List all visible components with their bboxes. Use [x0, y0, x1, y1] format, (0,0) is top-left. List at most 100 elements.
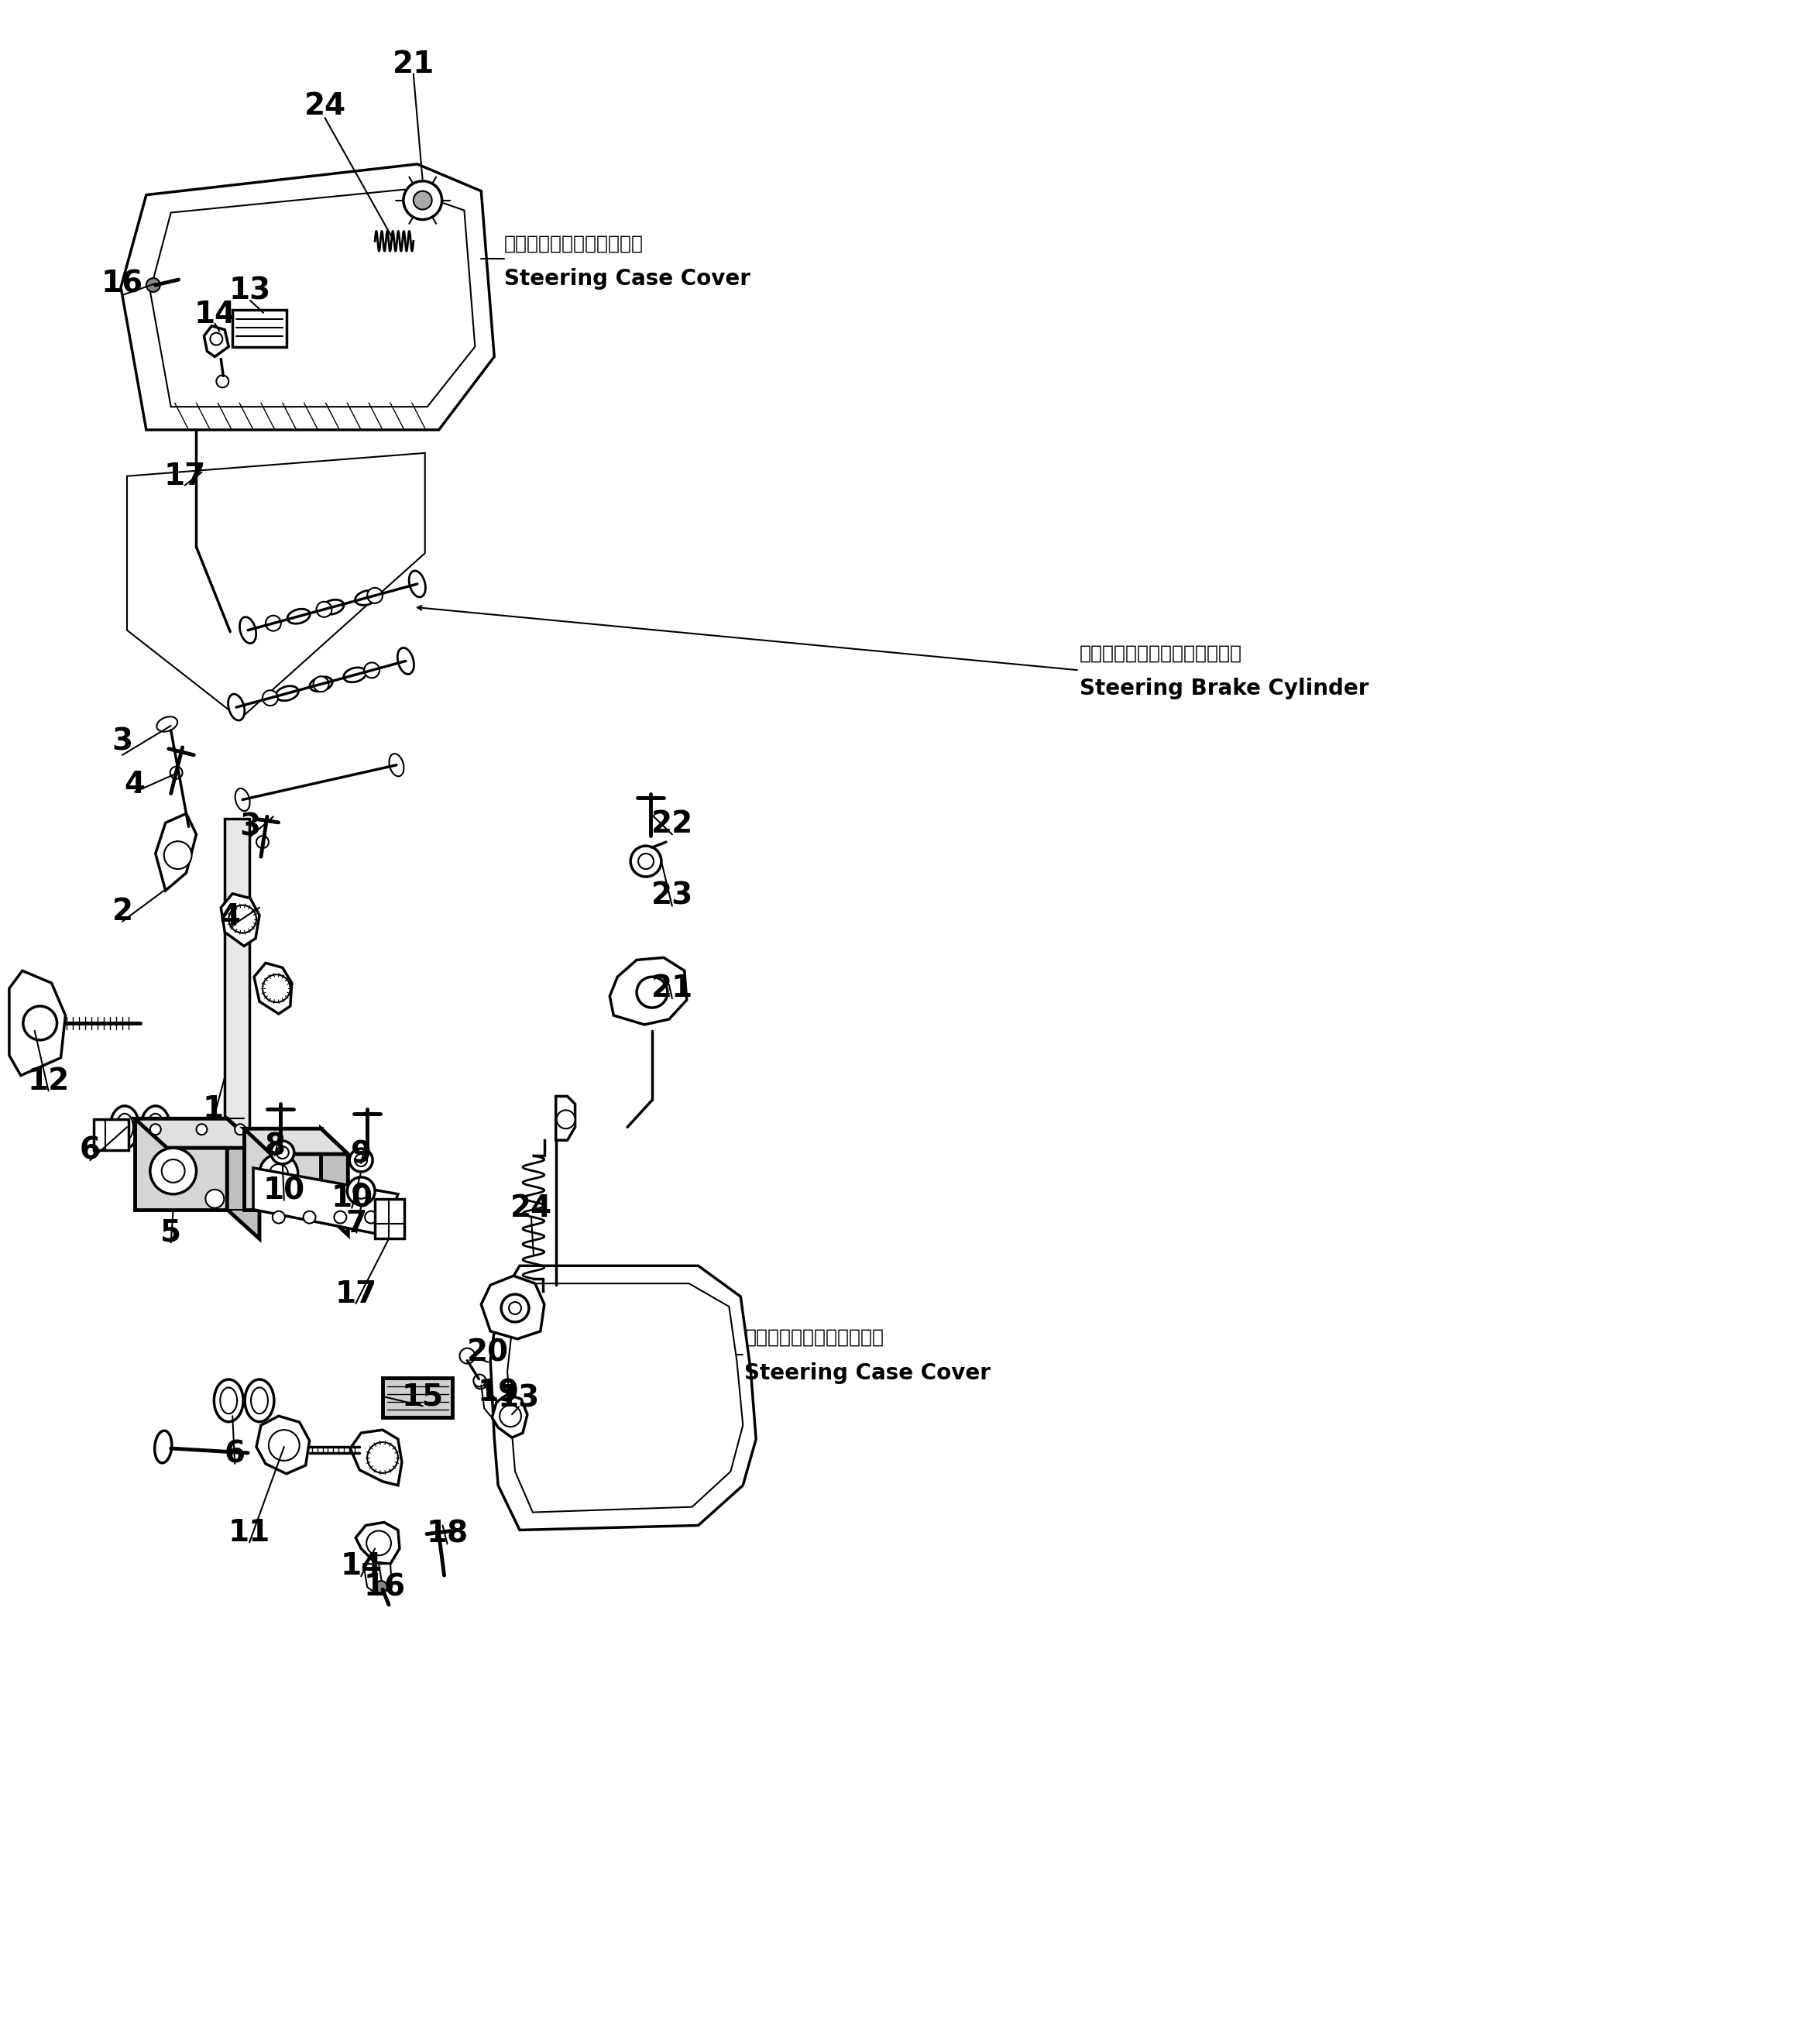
Polygon shape [9, 970, 66, 1076]
Circle shape [269, 1163, 288, 1183]
Text: 19: 19 [477, 1378, 519, 1407]
Polygon shape [610, 958, 686, 1025]
Text: 12: 12 [27, 1066, 69, 1096]
Text: Steering Brake Cylinder: Steering Brake Cylinder [1079, 678, 1369, 700]
Ellipse shape [322, 599, 344, 615]
Ellipse shape [309, 676, 333, 692]
Circle shape [235, 1125, 246, 1135]
Text: 22: 22 [652, 810, 693, 838]
Ellipse shape [357, 1439, 368, 1462]
Polygon shape [480, 1275, 544, 1340]
Text: 1: 1 [202, 1094, 224, 1125]
Circle shape [460, 1348, 475, 1364]
Circle shape [262, 690, 278, 706]
Circle shape [271, 1141, 295, 1163]
Polygon shape [135, 1119, 260, 1147]
Polygon shape [555, 1096, 575, 1141]
Circle shape [413, 191, 431, 209]
Text: 3: 3 [111, 727, 133, 757]
Polygon shape [228, 1119, 260, 1238]
Circle shape [355, 1155, 368, 1167]
Ellipse shape [235, 788, 249, 810]
Circle shape [269, 1429, 300, 1462]
Text: 15: 15 [402, 1382, 444, 1411]
Bar [226, 818, 249, 1204]
Text: 20: 20 [468, 1338, 510, 1368]
Bar [95, 1119, 129, 1151]
Circle shape [630, 847, 661, 877]
Ellipse shape [344, 668, 366, 682]
Circle shape [277, 1147, 289, 1159]
Text: 16: 16 [102, 268, 144, 298]
Text: 14: 14 [340, 1551, 382, 1581]
Polygon shape [253, 1167, 399, 1234]
Polygon shape [120, 164, 495, 430]
Text: 5: 5 [160, 1218, 182, 1246]
Polygon shape [320, 1129, 348, 1234]
Circle shape [197, 1125, 207, 1135]
Circle shape [262, 974, 289, 1003]
Circle shape [149, 1125, 160, 1135]
Text: Steering Case Cover: Steering Case Cover [504, 268, 750, 290]
Circle shape [475, 1376, 486, 1389]
Text: 13: 13 [499, 1384, 541, 1413]
Text: 18: 18 [426, 1518, 468, 1549]
Text: 17: 17 [164, 461, 206, 491]
Text: 7: 7 [346, 1208, 368, 1238]
Ellipse shape [277, 686, 298, 700]
Bar [135, 1119, 228, 1210]
Text: 17: 17 [335, 1279, 377, 1309]
Ellipse shape [140, 1106, 169, 1149]
Circle shape [162, 1159, 186, 1183]
Polygon shape [244, 1129, 348, 1155]
Circle shape [353, 1183, 369, 1200]
Polygon shape [257, 1417, 309, 1474]
Ellipse shape [157, 717, 178, 731]
Circle shape [348, 1177, 375, 1206]
Text: 14: 14 [193, 300, 237, 329]
Polygon shape [355, 1522, 400, 1563]
Ellipse shape [410, 570, 426, 597]
Text: ステアリングケースカバー: ステアリングケースカバー [744, 1328, 885, 1346]
Circle shape [149, 1147, 197, 1194]
Bar [233, 311, 286, 347]
Circle shape [273, 1212, 286, 1224]
Ellipse shape [288, 609, 309, 623]
Text: 24: 24 [304, 91, 346, 122]
Ellipse shape [215, 1380, 244, 1421]
Ellipse shape [240, 617, 257, 644]
Text: 21: 21 [393, 49, 435, 79]
Bar [244, 1129, 320, 1210]
Circle shape [368, 589, 382, 603]
Ellipse shape [109, 1106, 140, 1149]
Text: 10: 10 [331, 1183, 373, 1214]
Circle shape [366, 1531, 391, 1555]
Circle shape [473, 1374, 486, 1386]
Circle shape [229, 905, 257, 934]
Ellipse shape [355, 591, 379, 605]
Polygon shape [155, 814, 197, 891]
Text: 13: 13 [229, 276, 271, 307]
Circle shape [164, 840, 191, 869]
Text: 11: 11 [229, 1518, 271, 1547]
Text: Steering Case Cover: Steering Case Cover [744, 1362, 990, 1384]
Text: 6: 6 [80, 1135, 100, 1165]
Circle shape [217, 376, 229, 388]
Polygon shape [379, 1563, 391, 1592]
Text: 4: 4 [220, 901, 240, 932]
Ellipse shape [228, 694, 244, 721]
Text: 10: 10 [264, 1175, 306, 1206]
Ellipse shape [155, 1431, 171, 1464]
Text: 24: 24 [510, 1194, 551, 1222]
Polygon shape [204, 327, 229, 357]
Circle shape [375, 1581, 388, 1594]
Polygon shape [491, 1395, 528, 1437]
Circle shape [304, 1212, 315, 1224]
Circle shape [266, 615, 280, 631]
Text: 21: 21 [652, 974, 693, 1003]
Ellipse shape [389, 753, 404, 775]
Circle shape [500, 1405, 521, 1427]
Circle shape [335, 1212, 346, 1224]
Circle shape [317, 601, 331, 617]
Ellipse shape [220, 1386, 237, 1413]
